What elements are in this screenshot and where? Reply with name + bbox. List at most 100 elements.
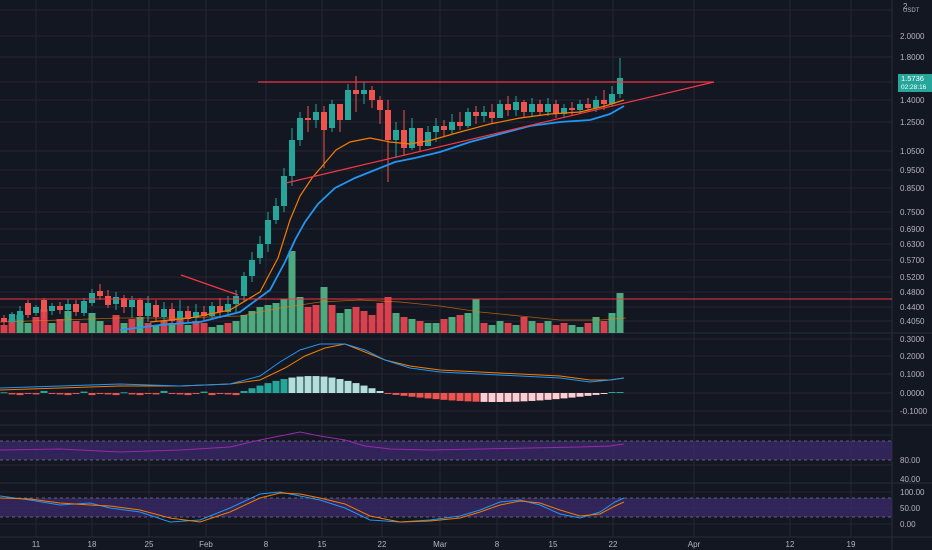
trendlines[interactable] (0, 81, 892, 300)
candle-body[interactable] (465, 112, 471, 126)
candle-body[interactable] (265, 220, 271, 244)
candle-body[interactable] (489, 112, 495, 118)
candle-body[interactable] (41, 300, 47, 312)
candle-body[interactable] (289, 140, 295, 176)
candle-body[interactable] (401, 130, 407, 148)
candle-body[interactable] (1, 318, 7, 322)
candle-body[interactable] (601, 100, 607, 104)
candle-body[interactable] (385, 110, 391, 140)
candle-body[interactable] (297, 118, 303, 140)
candle-body[interactable] (97, 291, 103, 296)
fast-ma-line (119, 105, 625, 331)
candle-body[interactable] (345, 90, 351, 120)
candle-body[interactable] (545, 104, 551, 112)
macd-histogram-bar (392, 393, 400, 395)
candle-body[interactable] (585, 104, 591, 108)
candle-body[interactable] (553, 104, 559, 114)
candle-body[interactable] (329, 104, 335, 128)
candle-body[interactable] (257, 244, 263, 258)
stoch-tick-label: 100.00 (900, 488, 925, 497)
candle-body[interactable] (561, 108, 567, 114)
candle-body[interactable] (25, 303, 31, 315)
time-axis[interactable]: 11 18 25 Feb 8 15 22 Mar 8 15 22 Apr 12 19 (32, 540, 856, 549)
candle-body[interactable] (537, 104, 543, 112)
candle-body[interactable] (505, 104, 511, 110)
candle-body[interactable] (169, 309, 175, 321)
candle-body[interactable] (153, 305, 159, 317)
macd-histogram-bar (520, 393, 528, 402)
candle-body[interactable] (17, 311, 23, 320)
macd-histogram-bar (384, 393, 392, 394)
top-tick: 2 (903, 2, 908, 11)
time-tick-label: Apr (688, 540, 701, 549)
candle-body[interactable] (473, 112, 479, 116)
candle-body[interactable] (49, 306, 55, 311)
rising-trendline[interactable] (285, 81, 715, 184)
candle-body[interactable] (281, 176, 287, 206)
macd-panel[interactable] (0, 343, 625, 402)
candle-body[interactable] (137, 300, 143, 316)
candle-body[interactable] (145, 303, 151, 316)
candle-body[interactable] (337, 104, 343, 120)
arrow-trendline[interactable] (180, 274, 239, 296)
volume-bar (200, 323, 208, 333)
candle-body[interactable] (81, 301, 87, 313)
candle-body[interactable] (73, 304, 79, 312)
candle-body[interactable] (33, 307, 39, 313)
price-axis[interactable]: 2.0000 1.8000 1.4000 1.2500 1.0500 0.9500 0.85… (900, 32, 928, 529)
macd-histogram-bar (448, 393, 456, 401)
candle-body[interactable] (497, 104, 503, 118)
candle-body[interactable] (425, 132, 431, 146)
candle-body[interactable] (457, 122, 463, 126)
candle-body[interactable] (409, 128, 415, 148)
candle-body[interactable] (577, 104, 583, 110)
candle-body[interactable] (185, 311, 191, 319)
candle-body[interactable] (417, 128, 423, 146)
candle-body[interactable] (353, 90, 359, 94)
candle-body[interactable] (57, 306, 63, 310)
candle-body[interactable] (529, 104, 535, 112)
candle-body[interactable] (273, 206, 279, 220)
candle-body[interactable] (593, 100, 599, 108)
candle-body[interactable] (377, 100, 383, 110)
candle-body[interactable] (609, 94, 615, 104)
macd-histogram-bar (224, 393, 232, 395)
candle-body[interactable] (177, 311, 183, 320)
candle-body[interactable] (193, 312, 199, 318)
volume-bar (320, 287, 328, 333)
candle-body[interactable] (121, 298, 127, 307)
candle-body[interactable] (313, 112, 319, 120)
candle-body[interactable] (9, 314, 15, 322)
candle-body[interactable] (305, 118, 311, 120)
candle-body[interactable] (209, 306, 215, 316)
candle-body[interactable] (521, 102, 527, 112)
macd-histogram-bar (440, 393, 448, 400)
stoch-panel[interactable] (0, 491, 892, 523)
candle-body[interactable] (441, 126, 447, 130)
rsi-tick-label: 40.00 (900, 475, 921, 484)
candle-body[interactable] (233, 296, 239, 304)
candle-body[interactable] (129, 300, 135, 307)
candle-body[interactable] (617, 78, 623, 94)
candle-body[interactable] (161, 309, 167, 317)
candle-body[interactable] (393, 130, 399, 140)
candle-body[interactable] (569, 108, 575, 110)
candle-body[interactable] (481, 112, 487, 116)
candle-body[interactable] (369, 90, 375, 100)
candle-body[interactable] (89, 293, 95, 303)
candle-body[interactable] (217, 306, 223, 312)
candle-body[interactable] (321, 112, 327, 130)
candle-body[interactable] (225, 304, 231, 312)
candle-body[interactable] (249, 260, 255, 276)
candle-body[interactable] (113, 297, 119, 304)
candle-body[interactable] (241, 276, 247, 296)
candle-body[interactable] (105, 296, 111, 305)
candle-body[interactable] (201, 312, 207, 316)
candle-body[interactable] (433, 126, 439, 132)
candle-body[interactable] (513, 102, 519, 110)
candle-body[interactable] (361, 90, 367, 94)
candle-body[interactable] (449, 122, 455, 130)
candle-body[interactable] (65, 304, 71, 310)
rsi-panel[interactable] (0, 431, 892, 461)
